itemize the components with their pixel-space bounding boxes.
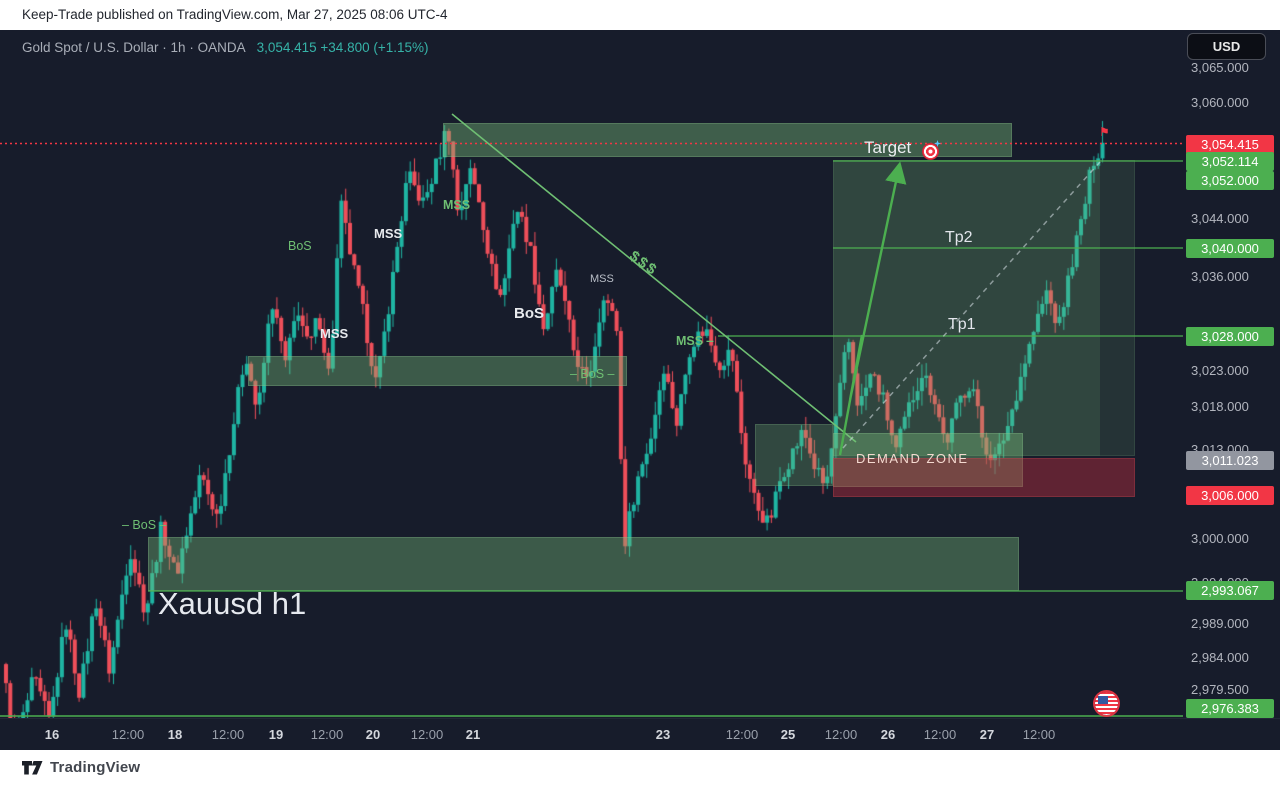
time-tick: 12:00 [725, 727, 759, 742]
tradingview-logo-icon[interactable] [22, 760, 43, 776]
time-tick: 12:00 [410, 727, 444, 742]
symbol-header: Gold Spot / U.S. Dollar · 1h · OANDA 3,0… [22, 40, 429, 55]
price-tick: 3,000.000 [1191, 531, 1249, 546]
time-tick: 12:00 [211, 727, 245, 742]
time-tick: 26 [880, 727, 896, 742]
price-tick: 2,989.000 [1191, 616, 1249, 631]
price-badge-red: 3,054.415 [1186, 134, 1274, 154]
price-tick: 3,060.000 [1191, 95, 1249, 110]
price-axis[interactable]: USD 3,065.000 3,060.000 3,044.000 3,036.000… [1183, 30, 1280, 718]
price-badge-green: 2,993.067 [1186, 580, 1274, 600]
price-tick: 3,018.000 [1191, 399, 1249, 414]
price-tick: 3,023.000 [1191, 363, 1249, 378]
time-tick: 23 [655, 727, 671, 742]
attribution-bar: Keep-Trade published on TradingView.com,… [0, 0, 1280, 30]
time-tick: 19 [268, 727, 284, 742]
price-pane[interactable]: Target Tp2 Tp1 DEMAND ZONE Xauusd h1 $$$… [0, 30, 1183, 718]
time-axis[interactable]: 16 12:00 18 12:00 19 12:00 20 12:00 21 23 12:00 25 1… [0, 718, 1280, 750]
time-tick: 12:00 [1022, 727, 1056, 742]
price-badge-green: 3,052.114 [1186, 151, 1274, 171]
time-tick: 27 [979, 727, 995, 742]
time-tick: 18 [167, 727, 183, 742]
price-badge-green: 2,976.383 [1186, 698, 1274, 718]
price-tick: 3,044.000 [1191, 211, 1249, 226]
price-tick: 3,036.000 [1191, 269, 1249, 284]
symbol-quote: 3,054.415 +34.800 (+1.15%) [256, 40, 429, 55]
price-tick: 3,065.000 [1191, 60, 1249, 75]
us-flag-icon[interactable] [1093, 690, 1120, 717]
symbol-title[interactable]: Gold Spot / U.S. Dollar · 1h · OANDA [22, 40, 245, 55]
time-tick: 12:00 [824, 727, 858, 742]
currency-button[interactable]: USD [1187, 33, 1266, 60]
tradingview-brand[interactable]: TradingView [50, 759, 141, 776]
price-badge-green: 3,052.000 [1186, 170, 1274, 190]
time-tick: 20 [365, 727, 381, 742]
price-badge-red: 3,006.000 [1186, 485, 1274, 505]
time-tick: 16 [44, 727, 60, 742]
price-badge-green: 3,028.000 [1186, 326, 1274, 346]
time-tick: 12:00 [310, 727, 344, 742]
footer-bar: TradingView [0, 750, 1280, 785]
time-tick: 25 [780, 727, 796, 742]
time-tick: 12:00 [923, 727, 957, 742]
time-tick: 12:00 [111, 727, 145, 742]
price-badge-green: 3,040.000 [1186, 238, 1274, 258]
price-badge-gray: 3,011.023 [1186, 450, 1274, 470]
price-tick: 2,979.500 [1191, 682, 1249, 697]
chart-window: Target Tp2 Tp1 DEMAND ZONE Xauusd h1 $$$… [0, 30, 1280, 750]
price-tick: 2,984.000 [1191, 650, 1249, 665]
time-tick: 21 [465, 727, 481, 742]
candlestick-canvas[interactable] [0, 30, 1183, 718]
